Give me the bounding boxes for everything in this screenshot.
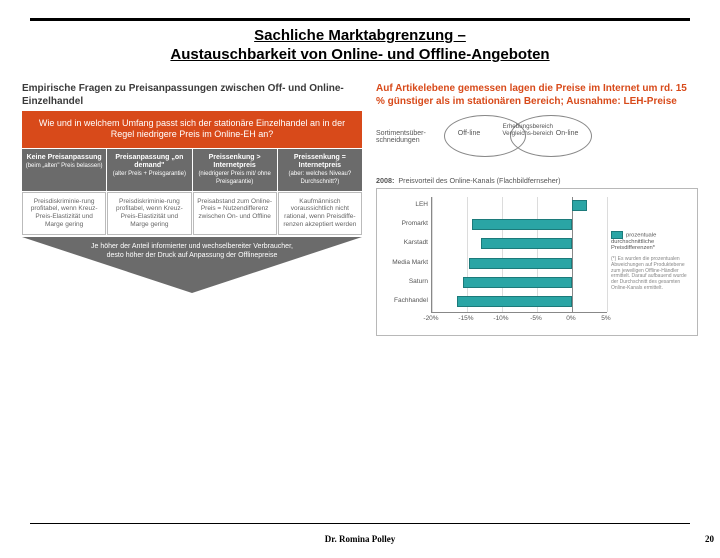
footer-author: Dr. Romina Polley [0,534,720,544]
venn-label: Sortimentsüber- schneidungen [376,130,426,144]
gray-header-row: Keine Preisanpassung(beim „alten" Preis … [22,149,362,191]
content-area: Empirische Fragen zu Preisanpassungen zw… [0,83,720,336]
venn-row: Sortimentsüber- schneidungen Off-line Er… [376,112,698,162]
right-panel: Auf Artikelebene gemessen lagen die Prei… [376,83,698,336]
triangle-text: Je höher der Anteil informierter und wec… [22,243,362,261]
bar [463,277,572,288]
white-row: Preisdiskriminie-rung profitabel, wenn K… [22,192,362,235]
footer-rule [30,523,690,524]
bar [457,296,572,307]
bar-label: LEH [415,201,428,208]
bar-chart: LEH Promarkt Karstadt Media Markt Saturn Fach… [376,188,698,336]
bar [572,200,587,211]
venn-right: On-line [556,130,579,137]
bar-label: Karstadt [404,239,428,246]
bar-label: Media Markt [392,259,428,266]
white-cell-1: Preisdiskriminie-rung profitabel, wenn K… [107,192,191,235]
venn-left: Off-line [458,130,480,137]
venn-center: Erhebungsbereich Vergleichs-bereich [496,124,560,137]
slide-title-1: Sachliche Marktabgrenzung – [0,27,720,44]
bar [469,258,572,269]
orange-band: Wie und in welchem Umfang passt sich der… [22,111,362,148]
page-number: 20 [705,534,714,544]
venn-diagram: Off-line Erhebungsbereich Vergleichs-ber… [432,112,607,162]
gray-cell-1: Preisanpassung „on demand"(alter Preis +… [107,149,191,191]
left-panel: Empirische Fragen zu Preisanpassungen zw… [22,83,362,336]
gray-cell-3: Preissenkung = Internetpreis(aber: welch… [278,149,362,191]
bar [481,238,572,249]
triangle: Je höher der Anteil informierter und wec… [22,237,362,307]
left-heading: Empirische Fragen zu Preisanpassungen zw… [22,83,362,108]
chart-year: 2008: [376,176,394,185]
bar-label: Fachhandel [394,297,428,304]
chart-legend: prozentuale durchschnittliche Preisdiffe… [611,231,691,292]
right-heading: Auf Artikelebene gemessen lagen die Prei… [376,83,698,108]
gray-cell-2: Preissenkung > Internetpreis(niedrigerer… [193,149,277,191]
white-cell-0: Preisdiskriminie-rung profitabel, wenn K… [22,192,106,235]
bar-label: Promarkt [402,220,428,227]
slide-title-2: Austauschbarkeit von Online- und Offline… [0,46,720,63]
chart-note: (*) Es wurden die prozentualen Abweichun… [611,257,691,292]
top-rule [30,18,690,21]
white-cell-3: Kaufmännisch voraussichtlich nicht ratio… [278,192,362,235]
chart-title: Preisvorteil des Online-Kanals (Flachbil… [398,176,560,185]
white-cell-2: Preisabstand zum Online-Preis = Nutzendi… [193,192,277,235]
gray-cell-0: Keine Preisanpassung(beim „alten" Preis … [22,149,106,191]
bar-label: Saturn [409,278,428,285]
bar [472,219,572,230]
